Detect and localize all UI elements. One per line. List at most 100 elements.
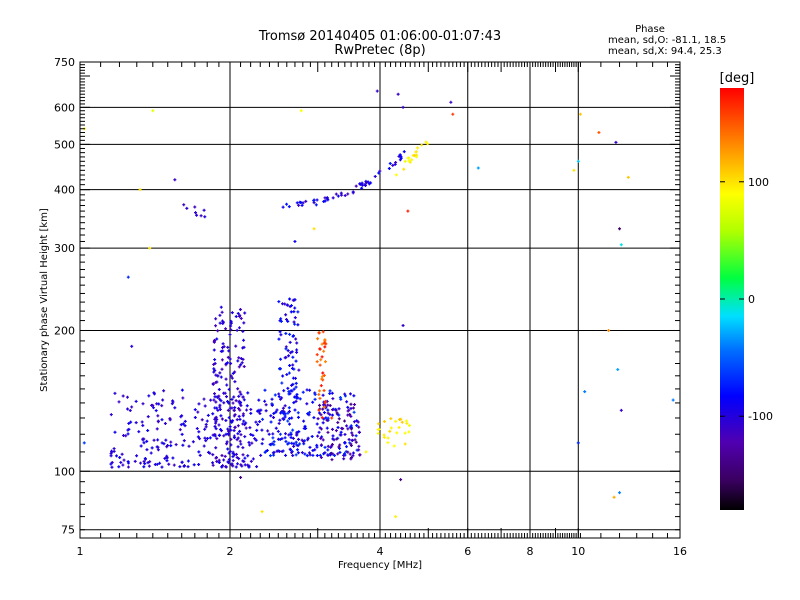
- data-point: [229, 319, 233, 323]
- data-point: [290, 389, 294, 393]
- data-point: [211, 461, 215, 465]
- data-point: [157, 402, 161, 406]
- data-point: [612, 495, 616, 499]
- data-point: [237, 394, 241, 398]
- data-point: [247, 441, 251, 445]
- data-point: [197, 430, 201, 434]
- data-point: [243, 456, 247, 460]
- data-point: [377, 427, 381, 431]
- data-point: [115, 454, 119, 458]
- data-point: [202, 208, 206, 212]
- data-point: [307, 451, 311, 455]
- data-point: [297, 430, 301, 434]
- data-point: [345, 424, 349, 428]
- data-point: [234, 399, 238, 403]
- data-point: [345, 400, 349, 404]
- data-point: [342, 457, 346, 461]
- data-point: [338, 433, 342, 437]
- data-point: [365, 181, 369, 185]
- data-point: [211, 453, 215, 457]
- data-point: [219, 305, 223, 309]
- data-point: [321, 421, 325, 425]
- data-point: [238, 308, 242, 312]
- data-point: [341, 427, 345, 431]
- data-point: [322, 389, 326, 393]
- data-point: [279, 397, 283, 401]
- data-point: [394, 173, 398, 177]
- phase-stats-o: mean, sd,O: -81.1, 18.5: [608, 35, 726, 46]
- colorbar-label: [deg]: [720, 71, 755, 86]
- data-point: [126, 465, 130, 469]
- x-tick-label: 1: [77, 545, 84, 558]
- data-point: [292, 320, 296, 324]
- data-point: [296, 451, 300, 455]
- data-point: [346, 427, 350, 431]
- data-point: [331, 196, 335, 200]
- data-point: [215, 406, 219, 410]
- data-point: [292, 387, 296, 391]
- data-point: [213, 358, 217, 362]
- data-point: [283, 436, 287, 440]
- data-point: [239, 357, 243, 361]
- data-point: [124, 434, 128, 438]
- data-point: [237, 356, 241, 360]
- data-point: [285, 373, 289, 377]
- phase-stats-heading: Phase: [635, 24, 665, 35]
- data-point: [328, 389, 332, 393]
- data-point: [313, 397, 317, 401]
- data-point: [211, 382, 215, 386]
- data-point: [619, 243, 623, 247]
- data-point: [319, 358, 323, 362]
- data-point: [202, 397, 206, 401]
- data-point: [336, 452, 340, 456]
- data-point: [135, 454, 139, 458]
- data-point: [296, 310, 300, 314]
- data-point: [272, 440, 276, 444]
- data-point: [182, 203, 186, 207]
- data-point: [216, 374, 220, 378]
- data-point: [218, 407, 222, 411]
- data-point: [295, 348, 299, 352]
- data-point: [296, 437, 300, 441]
- data-point: [387, 167, 391, 171]
- data-point: [328, 392, 332, 396]
- data-point: [249, 407, 253, 411]
- data-point: [206, 413, 210, 417]
- data-point: [401, 105, 405, 109]
- data-point: [274, 410, 278, 414]
- data-point: [216, 329, 220, 333]
- data-point: [359, 182, 363, 186]
- data-point: [219, 427, 223, 431]
- data-point: [265, 449, 269, 453]
- data-point: [187, 444, 191, 448]
- data-point: [323, 445, 327, 449]
- data-point: [179, 423, 183, 427]
- data-point: [400, 420, 404, 424]
- data-point: [222, 401, 226, 405]
- data-point: [277, 337, 281, 341]
- data-point: [402, 150, 406, 154]
- data-point: [186, 459, 190, 463]
- data-point: [405, 421, 409, 425]
- data-point: [217, 460, 221, 464]
- data-point: [308, 410, 312, 414]
- data-point: [313, 392, 317, 396]
- colorbar-tick-label: 100: [748, 176, 769, 189]
- data-point: [284, 453, 288, 457]
- data-point: [169, 440, 173, 444]
- data-point: [396, 92, 400, 96]
- data-point: [134, 399, 138, 403]
- data-point: [146, 461, 150, 465]
- data-point: [272, 416, 276, 420]
- data-point: [354, 434, 358, 438]
- data-point: [218, 321, 222, 325]
- data-point: [232, 395, 236, 399]
- data-point: [198, 437, 202, 441]
- data-point: [242, 345, 246, 349]
- data-point: [227, 401, 231, 405]
- data-point: [241, 446, 245, 450]
- data-point: [146, 415, 150, 419]
- data-point: [183, 424, 187, 428]
- data-point: [139, 461, 143, 465]
- data-point: [212, 348, 216, 352]
